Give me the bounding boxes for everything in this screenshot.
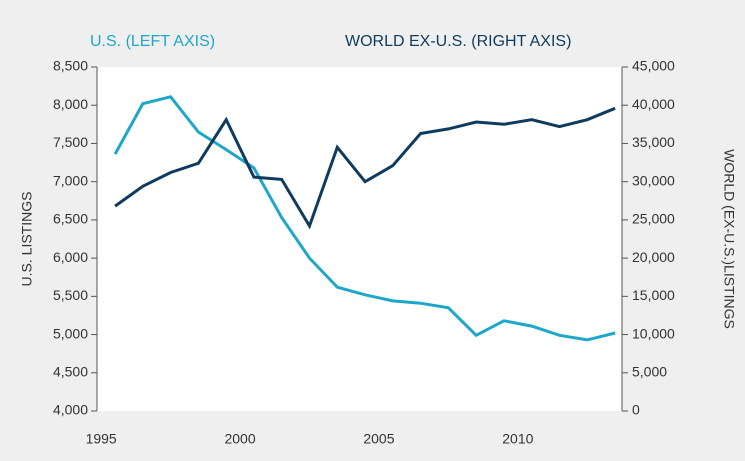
plot-area [97,67,622,411]
x-tick-label: 2000 [224,431,255,447]
y2-tick-label: 0 [632,402,640,418]
x-tick-label: 1995 [86,431,117,447]
y2-axis-label: WORLD (EX-U.S.)LISTINGS [721,149,737,329]
y-tick-label: 7,500 [53,134,88,150]
legend-us: U.S. (LEFT AXIS) [90,33,215,50]
y-tick-label: 8,000 [53,96,88,112]
y-tick-label: 6,500 [53,211,88,227]
y2-tick-label: 30,000 [632,172,675,188]
y-axis-label: U.S. LISTINGS [19,192,35,287]
y-tick-label: 4,500 [53,363,88,379]
legend-world: WORLD EX-U.S. (RIGHT AXIS) [345,33,571,50]
y-tick-label: 6,000 [53,249,88,265]
y2-tick-label: 35,000 [632,134,675,150]
y2-tick-label: 20,000 [632,249,675,265]
y2-tick-label: 15,000 [632,287,675,303]
y2-tick-label: 40,000 [632,96,675,112]
y-tick-label: 8,500 [53,58,88,74]
x-tick-label: 2010 [502,431,533,447]
y-tick-label: 5,000 [53,325,88,341]
x-tick-label: 2005 [363,431,394,447]
y2-tick-label: 45,000 [632,58,675,74]
series-line [114,106,616,230]
y-tick-label: 5,500 [53,287,88,303]
y2-tick-label: 25,000 [632,211,675,227]
y-tick-label: 4,000 [53,402,88,418]
y-tick-label: 7,000 [53,172,88,188]
series-line [113,95,616,342]
y2-tick-label: 5,000 [632,363,667,379]
y2-tick-label: 10,000 [632,325,675,341]
